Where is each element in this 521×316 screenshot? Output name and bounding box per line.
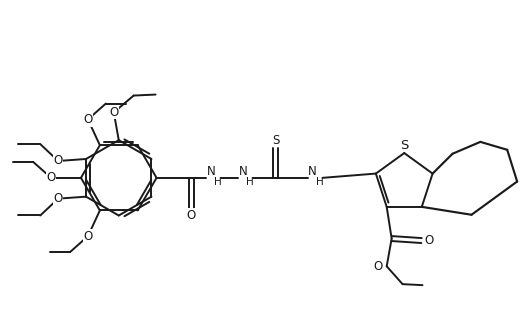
Text: N: N (239, 165, 247, 178)
Text: O: O (83, 113, 93, 126)
Text: O: O (54, 155, 63, 167)
Text: O: O (187, 209, 196, 222)
Text: O: O (46, 171, 56, 184)
Text: O: O (109, 106, 118, 119)
Text: H: H (214, 177, 222, 187)
Text: S: S (272, 134, 280, 147)
Text: N: N (207, 165, 216, 178)
Text: H: H (246, 177, 254, 187)
Text: O: O (54, 192, 63, 205)
Text: S: S (400, 139, 408, 152)
Text: O: O (425, 234, 434, 247)
Text: O: O (373, 260, 382, 273)
Text: H: H (316, 177, 324, 187)
Text: N: N (308, 165, 317, 178)
Text: O: O (83, 230, 93, 243)
